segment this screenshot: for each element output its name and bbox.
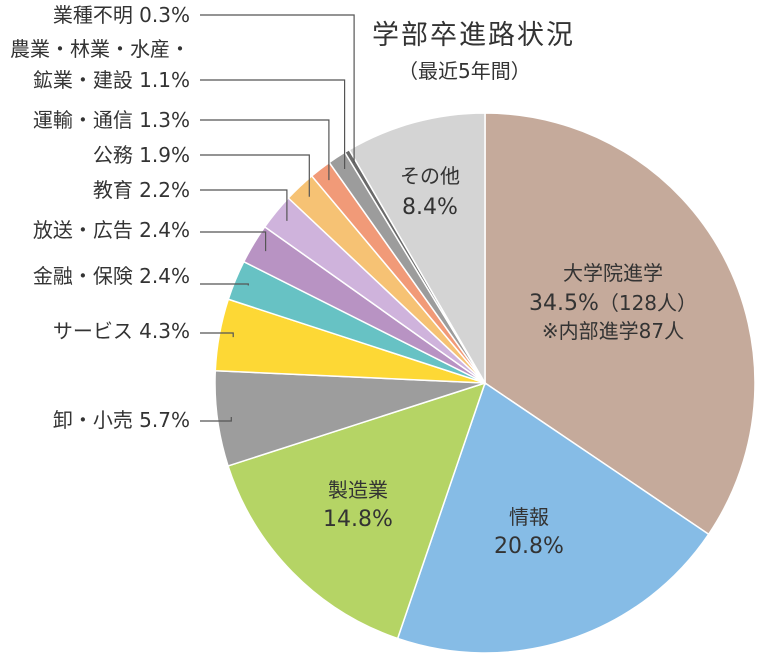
pie-slice-1: [396, 381, 710, 654]
slice-label-7: 教育 2.2%: [93, 178, 190, 202]
slice-label-0: 大学院進学: [563, 261, 663, 285]
slice-value-0: 34.5%（128人）: [529, 291, 697, 316]
slice-label-5: 金融・保険 2.4%: [33, 264, 190, 288]
leader-line-8: [200, 154, 310, 197]
slice-label-9: 運輸・通信 1.3%: [33, 108, 190, 132]
leader-line-7: [200, 189, 288, 221]
slice-note2-0: ※内部進学87人: [542, 319, 684, 343]
slice-label-10: 農業・林業・水産・: [10, 37, 190, 61]
slice-label-8: 公務 1.9%: [93, 143, 190, 167]
slice-label-1: 情報: [509, 505, 549, 529]
slice-label-2: 製造業: [328, 478, 388, 502]
chart-subtitle: （最近5年間）: [398, 59, 531, 83]
leader-line-4: [200, 332, 234, 338]
leader-line-9: [200, 119, 330, 181]
leader-lines: [200, 14, 355, 422]
slice-label-6: 放送・広告 2.4%: [33, 218, 190, 242]
slice-value-1: 20.8%: [494, 534, 564, 559]
leader-line-6: [200, 231, 267, 252]
slice-label-11: 業種不明 0.3%: [53, 3, 190, 27]
pie-slice-2: [227, 381, 487, 640]
leader-line-5: [200, 283, 249, 286]
slice-label-12: その他: [400, 164, 460, 188]
pie-slices: [214, 112, 756, 654]
chart-title: 学部卒進路状況: [372, 20, 575, 51]
slice-label-10-line2: 鉱業・建設 1.1%: [33, 68, 190, 92]
leader-line-10: [200, 79, 346, 169]
slice-label-4: サービス 4.3%: [53, 319, 190, 343]
slice-value-2: 14.8%: [323, 507, 393, 532]
slice-label-3: 卸・小売 5.7%: [53, 408, 190, 432]
leader-line-3: [200, 417, 232, 422]
pie-slice-0: [484, 112, 756, 536]
slice-value-12: 8.4%: [402, 195, 458, 220]
leader-line-11: [200, 14, 355, 163]
slice-note-0: （128人）: [599, 291, 697, 315]
pie-slice-12: [348, 112, 486, 386]
